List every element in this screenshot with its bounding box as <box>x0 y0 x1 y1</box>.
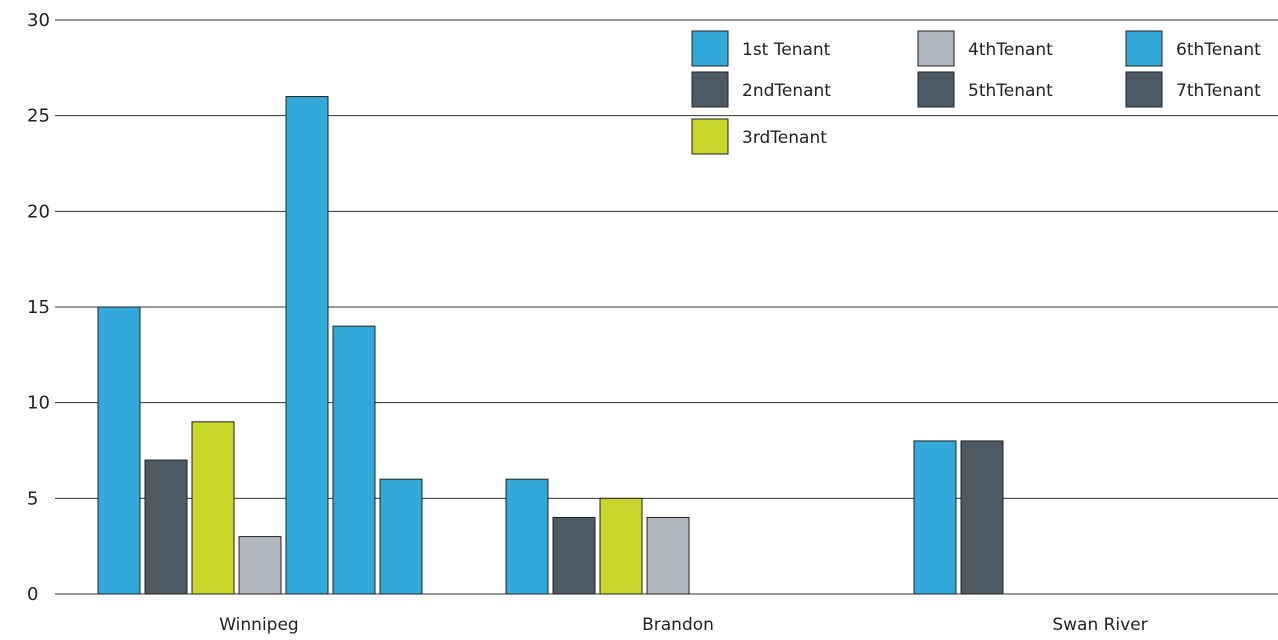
legend-swatch <box>691 118 729 155</box>
y-tick-label: 20 <box>27 201 50 222</box>
legend-swatch <box>1125 30 1163 67</box>
legend: 1st Tenant 2ndTenant 3rdTenant 4thTenant 5th… <box>691 30 1261 155</box>
legend-label: 7thTenant <box>1176 81 1261 101</box>
bar <box>191 421 235 595</box>
x-category-label: Brandon <box>642 615 714 635</box>
bar <box>97 306 141 595</box>
bar <box>960 440 1004 595</box>
bar <box>646 516 690 595</box>
y-tick-label: 0 <box>27 584 38 605</box>
y-tick-label: 15 <box>27 297 50 318</box>
legend-label: 6thTenant <box>1176 40 1261 60</box>
legend-swatch <box>691 30 729 67</box>
bar <box>379 478 423 595</box>
bar <box>144 459 188 595</box>
bar <box>238 536 282 595</box>
x-category-label: Swan River <box>1052 615 1147 635</box>
bar <box>599 497 643 595</box>
bars <box>97 96 1004 595</box>
grid-lines <box>55 19 1278 595</box>
bar <box>285 96 329 595</box>
bar <box>332 325 376 595</box>
y-tick-label: 5 <box>27 488 38 509</box>
x-category-label: Winnipeg <box>219 615 298 635</box>
legend-swatch <box>917 71 955 108</box>
bar <box>505 478 549 595</box>
bar <box>552 516 596 595</box>
y-tick-label: 25 <box>27 106 50 127</box>
y-axis-ticks: 0 5 10 15 20 25 30 <box>27 10 50 605</box>
bar <box>913 440 957 595</box>
legend-label: 3rdTenant <box>742 128 827 148</box>
legend-label: 2ndTenant <box>742 81 831 101</box>
legend-label: 5thTenant <box>968 81 1053 101</box>
legend-label: 4thTenant <box>968 40 1053 60</box>
legend-swatch <box>691 71 729 108</box>
legend-swatch <box>1125 71 1163 108</box>
y-tick-label: 30 <box>27 10 50 31</box>
legend-label: 1st Tenant <box>742 40 831 60</box>
legend-swatch <box>917 30 955 67</box>
y-tick-label: 10 <box>27 393 50 414</box>
x-axis-categories: Winnipeg Brandon Swan River <box>219 615 1147 635</box>
